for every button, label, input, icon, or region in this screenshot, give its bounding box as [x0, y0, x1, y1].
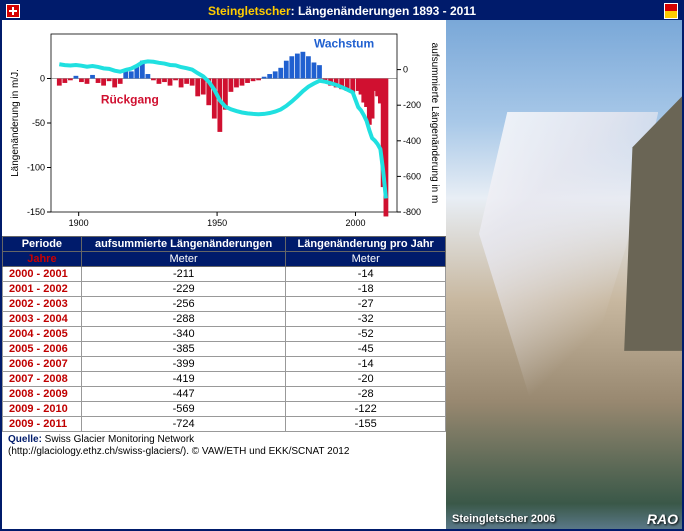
col-header-annual: Längenänderung pro Jahr — [286, 237, 446, 252]
col-sub-period: Jahre — [3, 252, 82, 267]
svg-text:Rückgang: Rückgang — [101, 92, 159, 106]
cell-annual: -20 — [286, 372, 446, 387]
cell-cumulative: -340 — [81, 327, 286, 342]
header-bar: Steingletscher: Längenänderungen 1893 - … — [2, 2, 682, 20]
cell-period: 2008 - 2009 — [3, 387, 82, 402]
cell-period: 2005 - 2006 — [3, 342, 82, 357]
infographic-frame: Steingletscher: Längenänderungen 1893 - … — [0, 0, 684, 531]
svg-text:-150: -150 — [27, 207, 45, 217]
cell-period: 2006 - 2007 — [3, 357, 82, 372]
cell-period: 2004 - 2005 — [3, 327, 82, 342]
cell-annual: -14 — [286, 357, 446, 372]
svg-text:-100: -100 — [27, 163, 45, 173]
table-row: 2007 - 2008-419-20 — [3, 372, 446, 387]
cell-annual: -32 — [286, 312, 446, 327]
cell-cumulative: -229 — [81, 282, 286, 297]
table-row: 2009 - 2010-569-122 — [3, 402, 446, 417]
table-row: 2000 - 2001-211-14 — [3, 267, 446, 282]
svg-text:Wachstum: Wachstum — [314, 36, 374, 50]
cell-annual: -28 — [286, 387, 446, 402]
cell-cumulative: -569 — [81, 402, 286, 417]
bern-flag-icon — [664, 3, 678, 19]
cell-period: 2002 - 2003 — [3, 297, 82, 312]
cell-cumulative: -256 — [81, 297, 286, 312]
cell-period: 2001 - 2002 — [3, 282, 82, 297]
svg-text:-200: -200 — [403, 100, 421, 110]
cell-cumulative: -399 — [81, 357, 286, 372]
svg-text:-800: -800 — [403, 207, 421, 217]
svg-text:1950: 1950 — [207, 218, 227, 228]
left-panel: 0 -50 -100 -150 0 -200 -400 -600 -800 1900 1950 200… — [2, 20, 446, 529]
photo-caption: Steingletscher 2006 — [452, 513, 555, 525]
table-row: 2005 - 2006-385-45 — [3, 342, 446, 357]
cell-cumulative: -288 — [81, 312, 286, 327]
table-row: 2006 - 2007-399-14 — [3, 357, 446, 372]
table-row: 2004 - 2005-340-52 — [3, 327, 446, 342]
svg-text:-50: -50 — [32, 118, 45, 128]
svg-text:-600: -600 — [403, 171, 421, 181]
cell-period: 2009 - 2011 — [3, 417, 82, 432]
cell-annual: -27 — [286, 297, 446, 312]
table-row: 2001 - 2002-229-18 — [3, 282, 446, 297]
cell-cumulative: -724 — [81, 417, 286, 432]
svg-text:1900: 1900 — [69, 218, 89, 228]
svg-text:-400: -400 — [403, 136, 421, 146]
cell-cumulative: -211 — [81, 267, 286, 282]
col-sub-annual: Meter — [286, 252, 446, 267]
col-sub-cumulative: Meter — [81, 252, 286, 267]
cell-annual: -155 — [286, 417, 446, 432]
source-footer: Quelle: Swiss Glacier Monitoring Network… — [2, 432, 446, 460]
cell-annual: -122 — [286, 402, 446, 417]
col-header-cumulative: aufsummierte Längenänderungen — [81, 237, 286, 252]
svg-text:0: 0 — [403, 65, 408, 75]
cell-cumulative: -419 — [81, 372, 286, 387]
cell-period: 2000 - 2001 — [3, 267, 82, 282]
svg-text:aufsummierte Längenänderung in: aufsummierte Längenänderung in m — [429, 43, 440, 204]
length-change-chart: 0 -50 -100 -150 0 -200 -400 -600 -800 1900 1950 200… — [2, 20, 446, 236]
table-row: 2009 - 2011-724-155 — [3, 417, 446, 432]
cell-period: 2003 - 2004 — [3, 312, 82, 327]
cell-annual: -52 — [286, 327, 446, 342]
cell-cumulative: -385 — [81, 342, 286, 357]
cell-period: 2009 - 2010 — [3, 402, 82, 417]
cell-period: 2007 - 2008 — [3, 372, 82, 387]
col-header-period: Periode — [3, 237, 82, 252]
chart-svg: 0 -50 -100 -150 0 -200 -400 -600 -800 1900 1950 200… — [6, 24, 442, 232]
table-row: 2003 - 2004-288-32 — [3, 312, 446, 327]
cell-annual: -45 — [286, 342, 446, 357]
glacier-photo: Steingletscher 2006 RAO — [446, 20, 682, 529]
svg-text:2000: 2000 — [345, 218, 365, 228]
table-row: 2008 - 2009-447-28 — [3, 387, 446, 402]
data-table: Periode aufsummierte Längenänderungen Lä… — [2, 236, 446, 432]
page-title: Steingletscher: Längenänderungen 1893 - … — [208, 4, 476, 18]
photo-credit: RAO — [647, 511, 678, 527]
cell-cumulative: -447 — [81, 387, 286, 402]
svg-text:0: 0 — [40, 74, 45, 84]
svg-text:Längenänderung in m/J.: Längenänderung in m/J. — [10, 69, 21, 177]
cell-annual: -18 — [286, 282, 446, 297]
cell-annual: -14 — [286, 267, 446, 282]
table-row: 2002 - 2003-256-27 — [3, 297, 446, 312]
swiss-flag-icon — [6, 4, 20, 18]
